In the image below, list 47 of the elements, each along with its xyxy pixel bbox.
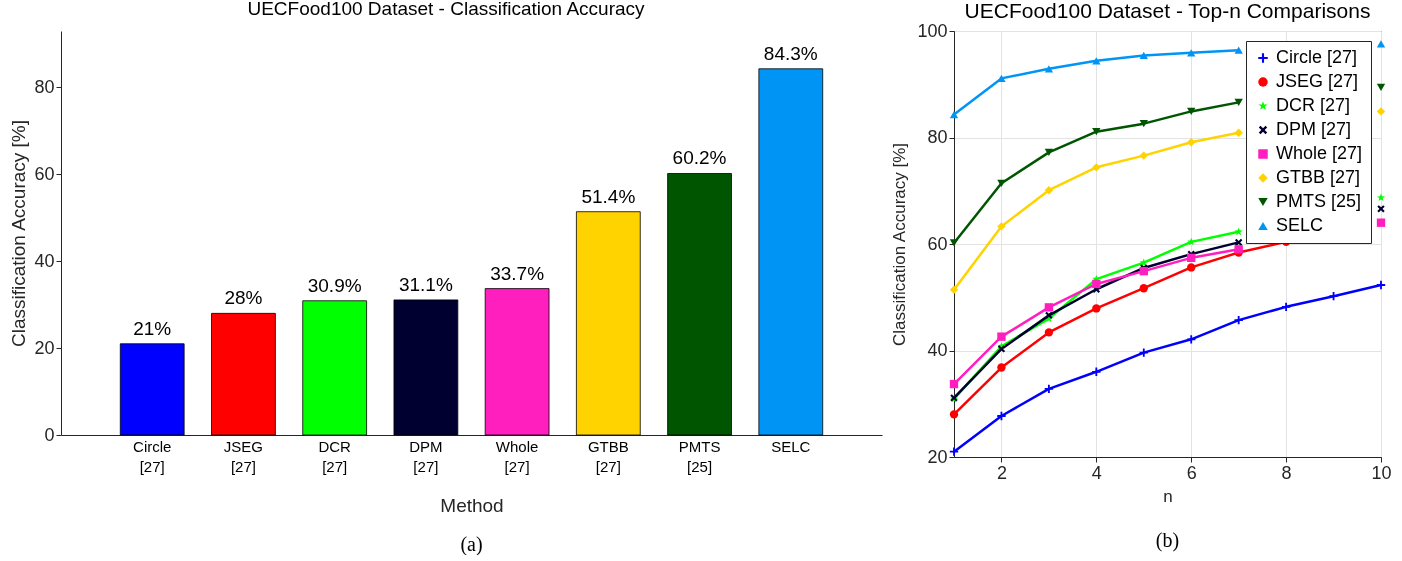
y-tick-label: 40 bbox=[34, 250, 55, 271]
x-tick-label: JSEG [27] bbox=[223, 437, 264, 475]
data-label: 33.7% bbox=[490, 262, 545, 284]
data-label: 84.3% bbox=[763, 42, 818, 64]
x-axis-title: Method bbox=[440, 494, 504, 516]
text: (a) bbox=[460, 533, 483, 556]
data-label: 31.1% bbox=[398, 273, 453, 295]
legend-label: JSEG [27] bbox=[1276, 71, 1359, 91]
legend-label: Circle [27] bbox=[1276, 47, 1358, 67]
data-label: 60.2% bbox=[672, 147, 727, 169]
x-tick-label: 6 bbox=[1186, 462, 1197, 483]
x-tick-label: 10 bbox=[1371, 462, 1392, 483]
legend-label: Whole [27] bbox=[1276, 143, 1363, 163]
y-tick-label: 20 bbox=[927, 446, 948, 467]
y-tick-label: 0 bbox=[44, 424, 55, 445]
legend-label: DPM [27] bbox=[1276, 119, 1352, 139]
x-tick-label: DPM [27] bbox=[409, 437, 443, 475]
x-tick-label: SELC bbox=[771, 437, 811, 455]
y-tick-label: 100 bbox=[917, 20, 948, 41]
y-tick-label: 40 bbox=[927, 340, 948, 360]
x-tick-label: 2 bbox=[996, 462, 1007, 483]
text: (b) bbox=[1155, 529, 1180, 552]
y-axis-title: Classification Accuracy [%] bbox=[890, 142, 910, 347]
x-tick-label: PMTS [25] bbox=[678, 437, 721, 475]
x-axis-title: n bbox=[1163, 486, 1173, 506]
x-tick-label: DCR [27] bbox=[318, 437, 352, 475]
x-tick-label: 8 bbox=[1281, 462, 1292, 483]
y-tick-label: 60 bbox=[34, 163, 55, 184]
x-tick-label: Circle [27] bbox=[133, 437, 172, 475]
legend-label: DCR [27] bbox=[1276, 95, 1351, 115]
y-tick-label: 80 bbox=[927, 127, 948, 147]
x-tick-label: Whole [27] bbox=[495, 437, 539, 475]
x-tick-label: 4 bbox=[1091, 462, 1102, 483]
data-label: 51.4% bbox=[581, 185, 636, 207]
y-tick-label: 60 bbox=[927, 233, 948, 254]
chart-title: UECFood100 Dataset - Classification Accuracy bbox=[247, 0, 646, 19]
x-tick-label: GTBB [27] bbox=[587, 437, 629, 475]
y-tick-label: 80 bbox=[34, 76, 55, 97]
y-tick-label: 20 bbox=[34, 337, 55, 358]
y-axis-title: Classification Accuracy [%] bbox=[8, 119, 30, 348]
legend-label: SELC bbox=[1276, 215, 1324, 235]
legend-label: GTBB [27] bbox=[1276, 167, 1361, 187]
data-label: 30.9% bbox=[307, 274, 362, 296]
data-label: 28% bbox=[224, 287, 263, 309]
data-label: 21% bbox=[133, 317, 172, 339]
chart-title: UECFood100 Dataset - Top-n Comparisons bbox=[964, 0, 1371, 22]
legend-label: PMTS [25] bbox=[1276, 191, 1362, 211]
